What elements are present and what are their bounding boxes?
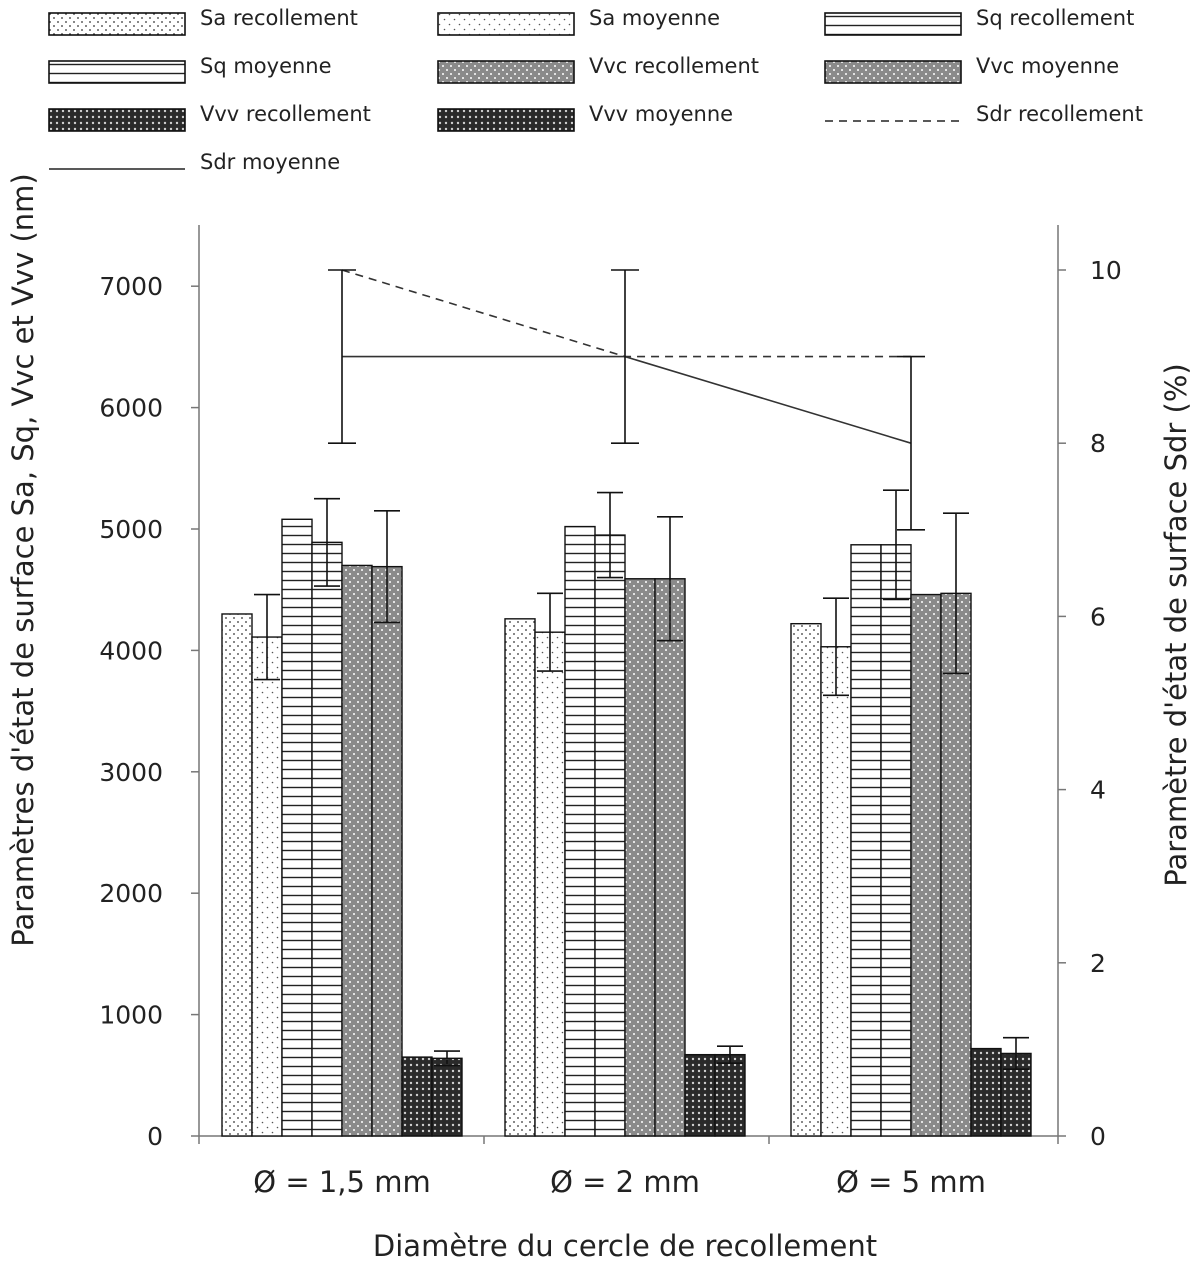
legend-swatch bbox=[49, 168, 185, 170]
legend-swatch bbox=[437, 60, 575, 84]
bar bbox=[850, 544, 882, 1137]
y-tick-label-left: 6000 bbox=[99, 394, 163, 423]
line-series bbox=[341, 269, 911, 358]
legend-swatch bbox=[825, 120, 961, 122]
bar bbox=[371, 565, 403, 1137]
legend-swatch bbox=[437, 108, 575, 132]
x-axis-title: Diamètre du cercle de recollement bbox=[373, 1229, 877, 1262]
y-tick-label-left: 2000 bbox=[99, 879, 163, 908]
bar bbox=[880, 544, 912, 1137]
legend-swatch bbox=[48, 12, 186, 36]
bar bbox=[311, 541, 343, 1137]
legend-swatch-fill bbox=[824, 60, 962, 84]
y-tick-label-right: 4 bbox=[1090, 776, 1106, 805]
bar bbox=[251, 636, 283, 1137]
y-axis-title-right: Paramètre d'état de surface Sdr (%) bbox=[1159, 363, 1193, 886]
y-tick-label-left: 1000 bbox=[99, 1001, 163, 1030]
legend-label: Vvc moyenne bbox=[976, 54, 1120, 78]
y-tick-label-right: 10 bbox=[1090, 256, 1122, 285]
legend-swatch-fill bbox=[824, 12, 962, 36]
bar bbox=[341, 564, 373, 1137]
legend-label: Vvv moyenne bbox=[589, 102, 734, 126]
y-tick-label-right: 2 bbox=[1090, 949, 1106, 978]
bar bbox=[790, 622, 822, 1137]
bar bbox=[714, 1053, 746, 1137]
legend-swatch bbox=[48, 60, 186, 84]
bar bbox=[654, 578, 686, 1137]
bar bbox=[940, 592, 972, 1137]
legend-swatch bbox=[824, 60, 962, 84]
legend-swatch-fill bbox=[48, 108, 186, 132]
bar bbox=[401, 1056, 433, 1137]
legend-label: Sq moyenne bbox=[200, 54, 332, 78]
bar bbox=[1000, 1052, 1032, 1137]
y-tick-label-left: 0 bbox=[147, 1122, 163, 1151]
legend-swatch bbox=[48, 108, 186, 132]
legend-swatch-fill bbox=[437, 60, 575, 84]
legend-swatch-fill bbox=[48, 60, 186, 84]
bar bbox=[594, 534, 626, 1137]
legend-swatch-fill bbox=[437, 12, 575, 36]
legend-swatch-fill bbox=[437, 108, 575, 132]
x-tick-label: Ø = 1,5 mm bbox=[253, 1165, 430, 1199]
y-tick-label-left: 4000 bbox=[99, 636, 163, 665]
y-tick-label-left: 7000 bbox=[99, 272, 163, 301]
bar bbox=[281, 518, 313, 1137]
bar bbox=[970, 1047, 1002, 1137]
x-tick-label: Ø = 2 mm bbox=[550, 1165, 700, 1199]
legend-swatch bbox=[437, 12, 575, 36]
legend-label: Sq recollement bbox=[976, 6, 1135, 30]
legend-swatch-fill bbox=[48, 12, 186, 36]
legend-label: Sdr moyenne bbox=[200, 150, 341, 174]
legend-label: Vvc recollement bbox=[589, 54, 760, 78]
y-tick-label-left: 3000 bbox=[99, 758, 163, 787]
x-tick-label: Ø = 5 mm bbox=[836, 1165, 986, 1199]
bar bbox=[624, 578, 656, 1137]
line-series bbox=[342, 355, 912, 444]
y-tick-label-right: 6 bbox=[1090, 602, 1106, 631]
bar bbox=[534, 631, 566, 1137]
y-axis-title-left: Paramètres d'état de surface Sa, Sq, Vvc… bbox=[6, 173, 40, 946]
legend-label: Sa recollement bbox=[200, 6, 358, 30]
bar bbox=[910, 593, 942, 1137]
legend-label: Vvv recollement bbox=[200, 102, 371, 126]
legend-label: Sdr recollement bbox=[976, 102, 1143, 126]
legend-swatch bbox=[824, 12, 962, 36]
bar bbox=[564, 525, 596, 1137]
bar bbox=[221, 613, 253, 1137]
legend-label: Sa moyenne bbox=[589, 6, 721, 30]
y-tick-label-right: 0 bbox=[1090, 1122, 1106, 1151]
bar bbox=[504, 618, 536, 1137]
bar bbox=[684, 1053, 716, 1137]
y-tick-label-right: 8 bbox=[1090, 429, 1106, 458]
bar bbox=[820, 646, 852, 1137]
y-tick-label-left: 5000 bbox=[99, 515, 163, 544]
bar bbox=[431, 1057, 463, 1137]
